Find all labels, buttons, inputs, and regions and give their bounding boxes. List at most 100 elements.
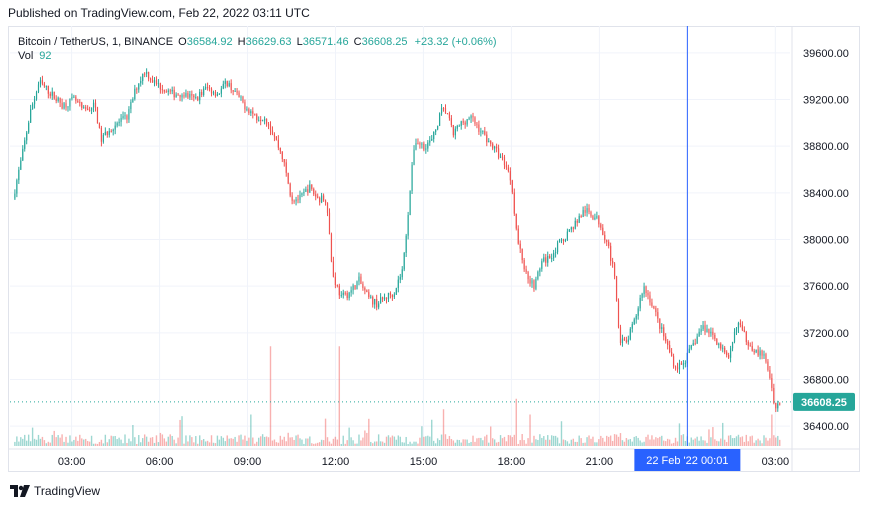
time-tick-label-0: 03:00: [58, 456, 86, 468]
volume-bar: [334, 436, 337, 446]
footer-brand[interactable]: TradingView: [10, 484, 100, 498]
volume-bar: [458, 439, 460, 446]
volume-bar: [491, 438, 494, 446]
candle-body: [779, 403, 781, 405]
volume-bar: [372, 443, 374, 446]
candle-body: [604, 234, 606, 241]
volume-bar: [305, 438, 307, 446]
volume-bar: [173, 439, 175, 446]
volume-bar: [14, 441, 16, 446]
volume-bar: [529, 414, 531, 446]
volume-bar: [442, 409, 445, 446]
candle-body: [739, 322, 742, 325]
volume-bar: [27, 434, 30, 446]
candle-body: [737, 322, 740, 329]
candle-body: [617, 300, 620, 328]
volume-bar: [607, 436, 610, 446]
volume-bar: [53, 430, 55, 446]
volume-bar: [354, 443, 356, 446]
volume-bar: [92, 443, 95, 446]
volume-bar: [346, 440, 348, 446]
candle-body: [391, 294, 394, 297]
volume-bar: [657, 438, 659, 446]
volume-label[interactable]: Vol: [18, 50, 34, 62]
volume-bar: [462, 439, 464, 446]
candle-body: [771, 377, 773, 388]
candle-body: [545, 257, 547, 263]
volume-bar: [332, 438, 335, 446]
candle-body: [749, 345, 751, 347]
candle-body: [470, 115, 472, 119]
price-axis[interactable]: 36400.00 36800.00 37200.00 37600.00 38000.00…: [803, 48, 849, 433]
candle-body: [330, 234, 333, 262]
candle-body: [600, 224, 602, 228]
candle-body: [55, 98, 57, 101]
candle-body: [586, 208, 588, 213]
candle-body: [731, 341, 734, 349]
volume-bar: [130, 441, 132, 446]
time-tick-label-7: 03:00: [762, 456, 790, 468]
candle-body: [283, 159, 285, 163]
candles: [14, 68, 781, 413]
volume-bar: [153, 442, 156, 446]
candle-body: [602, 227, 604, 235]
candle-body: [203, 88, 205, 95]
volume-bar: [293, 439, 295, 446]
volume-bar: [49, 442, 51, 446]
candle-body: [401, 269, 403, 278]
volume-bar: [204, 441, 207, 446]
price-tick-label-6: 38800.00: [803, 141, 849, 153]
symbol-legend: Bitcoin / TetherUS, 1, BINANCE O36584.92…: [18, 34, 497, 50]
candle-body: [73, 96, 75, 98]
volume-bar: [45, 443, 48, 446]
volume-bar: [495, 442, 498, 446]
candle-body: [275, 136, 277, 140]
volume-bar: [722, 422, 724, 446]
symbol-name[interactable]: Bitcoin / TetherUS, 1, BINANCE: [18, 36, 174, 48]
volume-bar: [254, 443, 256, 446]
volume-bar: [419, 437, 421, 446]
volume-bar: [704, 440, 706, 446]
volume-bar: [309, 436, 311, 446]
volume-bar: [478, 437, 480, 446]
candle-body: [704, 325, 706, 333]
volume-bar: [552, 435, 555, 446]
candle-body: [397, 279, 399, 289]
candle-body: [629, 328, 631, 340]
volume-bar: [655, 437, 657, 446]
volume-bar: [517, 443, 519, 446]
time-axis[interactable]: 03:00 06:00 09:00 12:00 15:00 18:00 21:00 03:00: [58, 456, 789, 468]
volume-bar: [574, 441, 576, 446]
candle-body: [741, 324, 743, 330]
volume-bar: [548, 439, 551, 446]
volume-bar: [755, 440, 757, 446]
candle-body: [588, 208, 590, 213]
volume-bar: [541, 437, 543, 446]
current-price-tag-bg: [793, 392, 855, 411]
candle-body: [179, 94, 181, 98]
candle-body: [146, 71, 148, 74]
volume-bar: [311, 443, 313, 446]
volume-bar: [743, 441, 746, 446]
candle-body: [446, 113, 449, 114]
candle-body: [350, 290, 352, 293]
volume-bar: [165, 441, 167, 446]
candle-body: [466, 119, 468, 125]
chart-frame: [8, 26, 860, 472]
volume-bar: [250, 414, 252, 446]
volume-bar: [240, 434, 242, 446]
volume-bar: [425, 436, 427, 446]
candle-body: [773, 387, 775, 404]
candle-body: [238, 92, 240, 98]
volume-bar: [773, 435, 775, 446]
volume-bar: [694, 438, 696, 446]
volume-bar: [527, 438, 529, 446]
candle-body: [511, 180, 513, 193]
volume-bar: [413, 441, 415, 446]
candle-body: [90, 107, 93, 111]
volume-bar: [415, 441, 417, 446]
volume-bar: [659, 436, 661, 446]
volume-bar: [769, 438, 771, 446]
volume-bar: [197, 443, 199, 446]
